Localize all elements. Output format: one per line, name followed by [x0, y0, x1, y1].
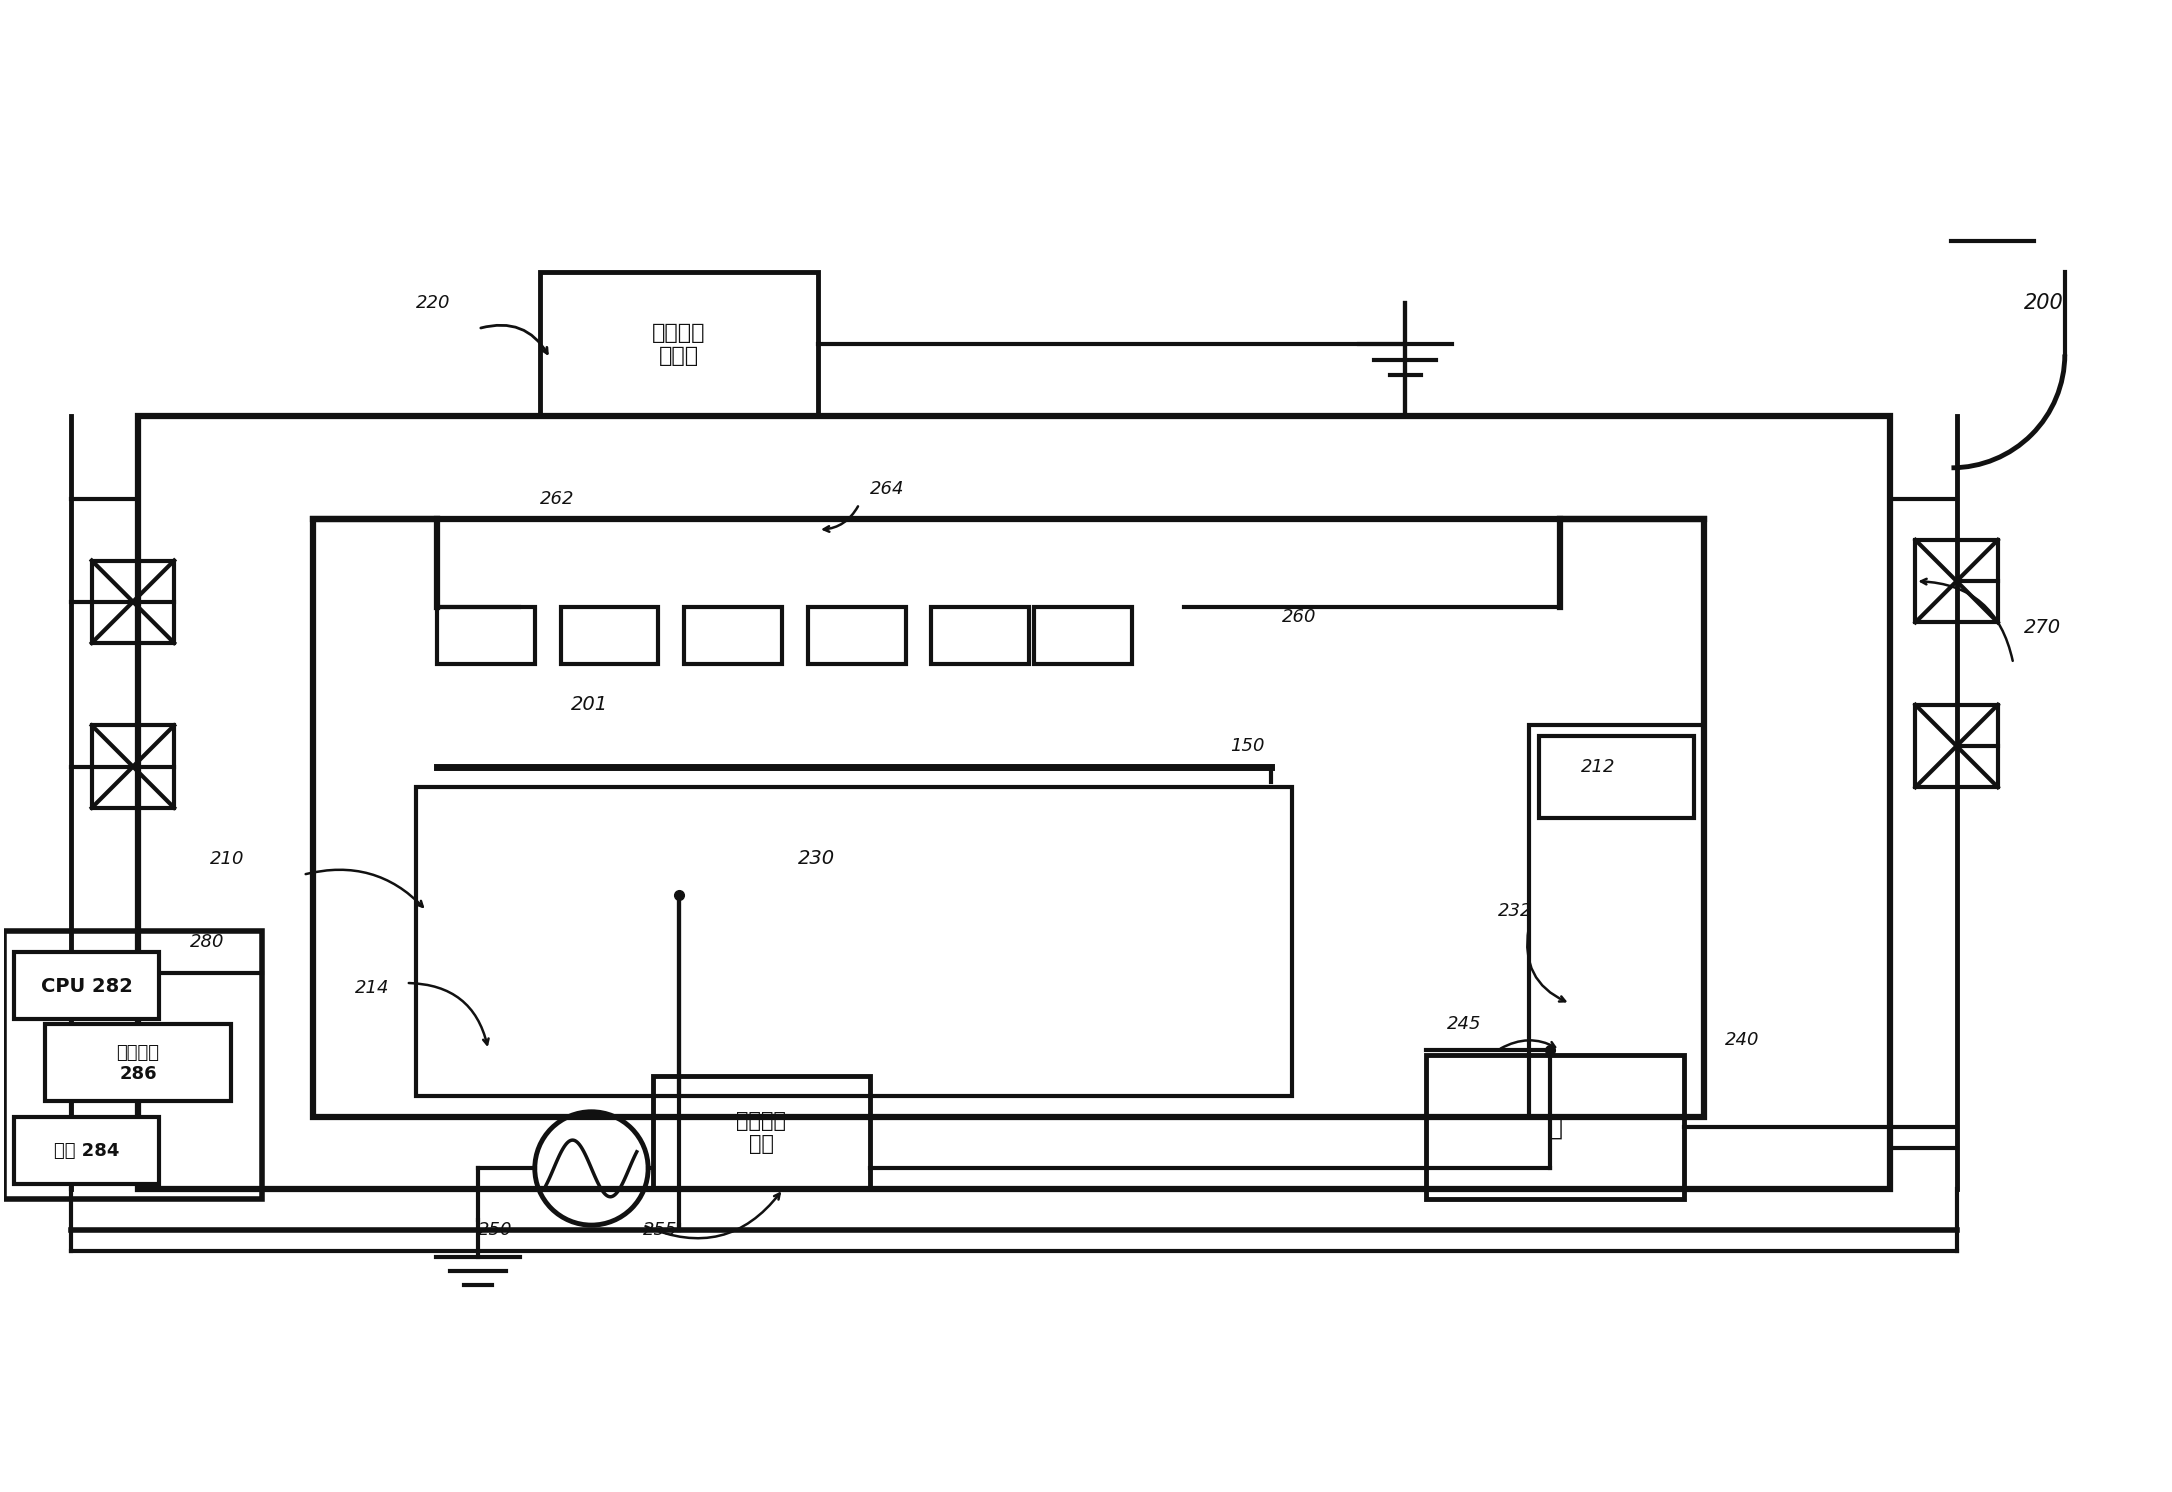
Text: 250: 250 — [478, 1222, 513, 1240]
Text: 245: 245 — [1447, 1016, 1481, 1034]
Bar — [560, 607, 658, 664]
Text: 泵: 泵 — [1546, 1115, 1562, 1140]
Text: 制程气体
供应器: 制程气体 供应器 — [652, 322, 706, 366]
Bar — [1529, 725, 1705, 1118]
Text: CPU 282: CPU 282 — [41, 977, 132, 995]
Bar — [91, 561, 174, 643]
Bar — [932, 607, 1030, 664]
Bar — [1916, 540, 1998, 622]
Bar — [1916, 704, 1998, 788]
Bar — [15, 1118, 159, 1183]
Text: 255: 255 — [643, 1222, 678, 1240]
Bar — [1034, 607, 1132, 664]
Bar — [4, 931, 263, 1200]
Text: 支持电路
286: 支持电路 286 — [117, 1044, 159, 1083]
Text: 280: 280 — [189, 932, 224, 950]
Bar — [808, 607, 906, 664]
Text: 阻抗匹配
网络: 阻抗匹配 网络 — [736, 1110, 786, 1153]
Text: 214: 214 — [354, 979, 389, 997]
Text: 232: 232 — [1499, 903, 1533, 921]
Bar — [15, 952, 159, 1019]
Text: 150: 150 — [1229, 737, 1264, 755]
Bar — [684, 607, 782, 664]
Text: 210: 210 — [211, 850, 245, 868]
Text: 200: 200 — [2024, 292, 2063, 313]
Bar — [541, 272, 819, 416]
Text: 201: 201 — [571, 695, 608, 715]
Bar — [437, 607, 534, 664]
Bar — [654, 1076, 869, 1189]
Text: 内存 284: 内存 284 — [54, 1141, 119, 1159]
Text: 212: 212 — [1581, 758, 1616, 776]
Bar — [1427, 1055, 1683, 1200]
Bar — [313, 519, 1705, 1118]
Bar — [139, 416, 1890, 1189]
Text: 270: 270 — [2024, 618, 2061, 637]
Bar — [91, 725, 174, 807]
Text: 264: 264 — [869, 479, 904, 497]
Text: 262: 262 — [541, 489, 573, 507]
Bar — [1540, 736, 1694, 818]
Text: 220: 220 — [417, 294, 452, 312]
Text: 230: 230 — [797, 849, 834, 868]
Text: 240: 240 — [1725, 1031, 1759, 1049]
Bar — [1375, 282, 1436, 292]
Bar — [46, 1024, 230, 1101]
Bar — [417, 788, 1292, 1097]
Text: 260: 260 — [1281, 609, 1316, 627]
